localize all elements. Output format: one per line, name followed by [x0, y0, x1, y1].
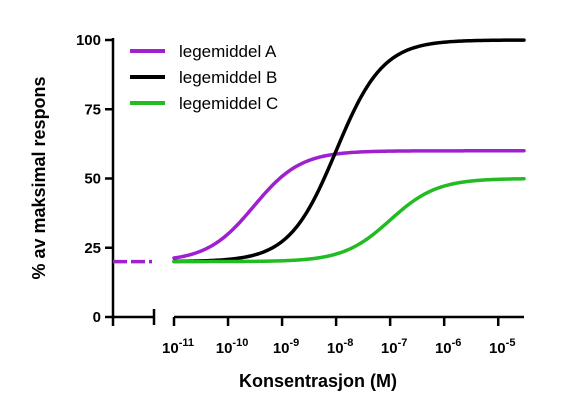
x-tick-exponent: -7 — [398, 337, 408, 349]
x-axis-title: Konsentrasjon (M) — [239, 371, 397, 391]
x-tick-label: 10-6 — [435, 337, 461, 357]
x-tick-exponent: -5 — [506, 337, 516, 349]
y-tick-label: 75 — [84, 101, 101, 118]
x-tick-base: 10 — [162, 340, 179, 357]
x-tick-label: 10-11 — [162, 337, 194, 357]
x-tick-exponent: -10 — [232, 337, 248, 349]
y-tick-label: 100 — [76, 32, 101, 49]
legend: legemiddel A legemiddel B legemiddel C — [130, 42, 278, 113]
x-tick-exponent: -11 — [179, 337, 194, 349]
legend-label: legemiddel A — [179, 42, 277, 61]
x-tick-exponent: -9 — [290, 337, 300, 349]
legend-label: legemiddel C — [179, 94, 278, 113]
x-tick-exponent: -6 — [452, 337, 462, 349]
series-line-legemiddel-b — [172, 38, 526, 264]
x-tick-label: 10-9 — [273, 337, 299, 357]
x-tick-base: 10 — [273, 340, 290, 357]
x-tick-exponent: -8 — [344, 337, 354, 349]
x-tick-label: 10-7 — [381, 337, 407, 357]
y-tick-label: 25 — [84, 240, 101, 257]
series-line-legemiddel-a — [172, 149, 526, 260]
x-tick-base: 10 — [327, 340, 344, 357]
x-tick-label: 10-8 — [327, 337, 353, 357]
axis-titles: Konsentrasjon (M) % av maksimal respons — [29, 76, 397, 391]
x-tick-base: 10 — [435, 340, 452, 357]
series-line-legemiddel-c — [172, 177, 526, 264]
x-tick-label: 10-10 — [216, 337, 249, 357]
curves — [113, 38, 526, 264]
x-tick-label: 10-5 — [489, 337, 515, 357]
y-axis-title: % av maksimal respons — [29, 76, 49, 279]
y-tick-label: 0 — [93, 309, 101, 326]
y-tick-label: 50 — [84, 171, 101, 188]
legend-label: legemiddel B — [179, 68, 277, 87]
x-tick-base: 10 — [489, 340, 506, 357]
x-tick-base: 10 — [216, 340, 233, 357]
x-tick-base: 10 — [381, 340, 398, 357]
